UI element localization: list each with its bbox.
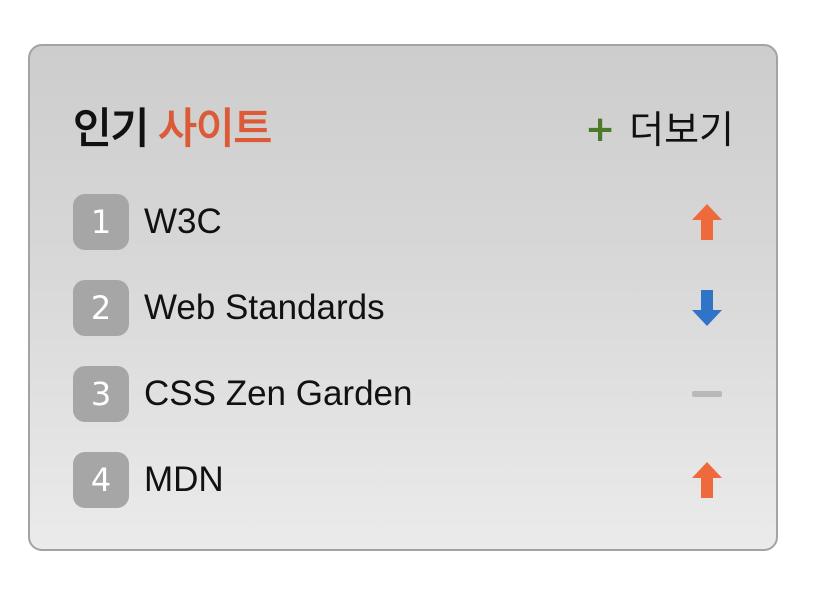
site-link-web-standards[interactable]: Web Standards [144, 288, 385, 327]
more-label: 더보기 [629, 108, 734, 152]
list-item-1: 1 W3C [73, 194, 734, 250]
site-link-css-zen-garden[interactable]: CSS Zen Garden [144, 374, 413, 413]
rank-badge: 1 [73, 194, 129, 250]
list-item-4: 4 MDN [73, 452, 734, 508]
list-item-3: 3 CSS Zen Garden [73, 366, 734, 422]
title-text-popular: 인기 [73, 104, 149, 153]
rank-badge: 3 [73, 366, 129, 422]
dash-icon [690, 374, 724, 414]
popular-sites-list: 1 W3C 2 Web Standards 3 CSS Zen Garden 4… [73, 194, 734, 538]
site-link-mdn[interactable]: MDN [144, 460, 224, 499]
plus-icon: + [584, 109, 616, 150]
list-item-2: 2 Web Standards [73, 280, 734, 336]
site-link-w3c[interactable]: W3C [144, 202, 222, 241]
popular-sites-widget: 인기 사이트 + 더보기 1 W3C 2 Web Standards 3 CSS … [28, 44, 778, 551]
rank-badge: 2 [73, 280, 129, 336]
more-link[interactable]: + 더보기 [585, 102, 734, 158]
title-text-sites: 사이트 [158, 104, 272, 153]
arrow-up-icon [690, 460, 724, 500]
arrow-down-icon [690, 288, 724, 328]
widget-title: 인기 사이트 [73, 101, 272, 157]
arrow-up-icon [690, 202, 724, 242]
rank-badge: 4 [73, 452, 129, 508]
